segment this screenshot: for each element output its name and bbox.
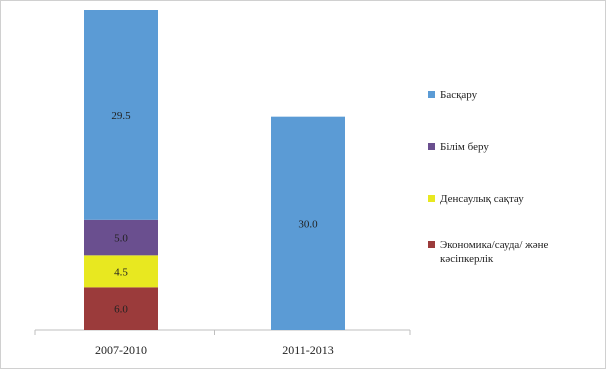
legend-label-healthcare: Денсаулық сақтау xyxy=(440,193,524,205)
legend-swatch-governance xyxy=(428,91,435,98)
legend-item-governance: Басқару xyxy=(428,88,598,102)
x-tick-label-0: 2007-2010 xyxy=(95,343,147,357)
data-label-20072010-1: 4.5 xyxy=(114,266,128,278)
bar-segment-20072010-2 xyxy=(84,219,158,256)
bar-segment-20072010-3 xyxy=(84,10,158,220)
legend-label-education: Білім беру xyxy=(440,141,489,153)
legend-label-economy: Экономика/сауда/ және кәсіпкерлік xyxy=(440,239,549,265)
data-label-20072010-2: 5.0 xyxy=(114,233,128,245)
legend-swatch-economy xyxy=(428,241,435,248)
data-label-20112013-3: 30.0 xyxy=(298,218,318,230)
chart-legend: Басқару Білім беру Денсаулық сақтау Экон… xyxy=(428,88,598,266)
legend-item-healthcare: Денсаулық сақтау xyxy=(428,192,598,206)
legend-swatch-education xyxy=(428,143,435,150)
legend-swatch-healthcare xyxy=(428,195,435,202)
bar-segment-20072010-1 xyxy=(84,255,158,288)
legend-item-economy: Экономика/сауда/ және кәсіпкерлік xyxy=(428,238,580,266)
data-label-20072010-3: 29.5 xyxy=(111,110,131,122)
x-tick-label-1: 2011-2013 xyxy=(282,343,334,357)
data-label-20072010-0: 6.0 xyxy=(114,304,128,316)
legend-label-governance: Басқару xyxy=(440,89,478,101)
bar-segment-20112013-3 xyxy=(271,116,345,331)
bar-segment-20072010-0 xyxy=(84,287,158,330)
legend-item-education: Білім беру xyxy=(428,140,598,154)
